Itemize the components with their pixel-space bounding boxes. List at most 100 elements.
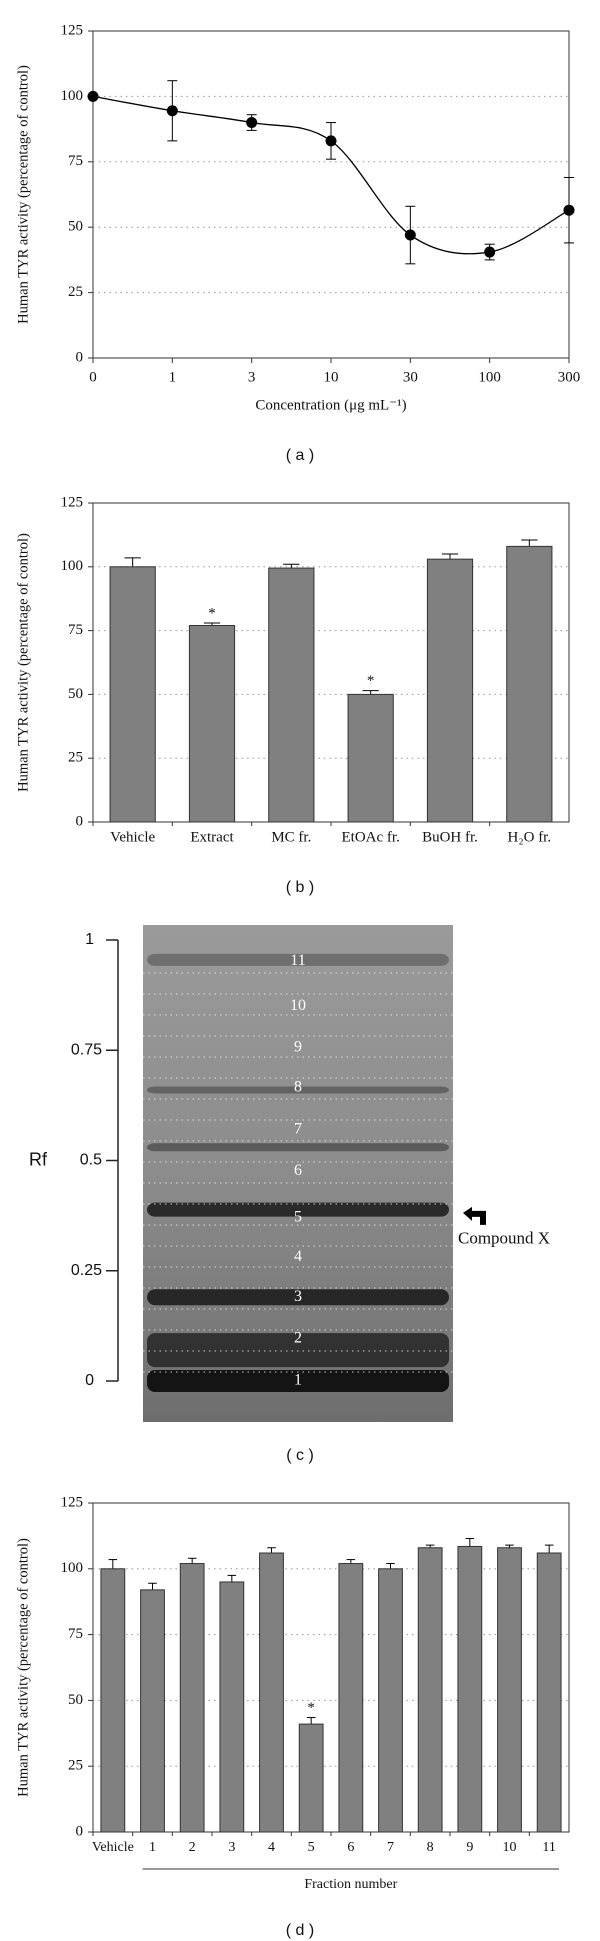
x-tick-label: 2 bbox=[189, 1840, 196, 1855]
bar bbox=[140, 1589, 165, 1833]
line bbox=[92, 95, 570, 255]
bar bbox=[457, 1545, 483, 1833]
y-tick-label: 50 bbox=[68, 219, 83, 235]
bar bbox=[378, 1568, 403, 1833]
x-tick-label: Extract bbox=[190, 829, 234, 845]
bar bbox=[219, 1581, 245, 1833]
y-tick-label: 25 bbox=[68, 1758, 83, 1774]
x-tick-label: BuOH fr. bbox=[422, 829, 478, 845]
y-tick-label: 100 bbox=[61, 88, 84, 104]
x-tick-label: 0 bbox=[89, 369, 97, 385]
bar bbox=[268, 567, 315, 823]
band-label: 9 bbox=[294, 1039, 302, 1056]
x-tick-label: EtOAc fr. bbox=[342, 829, 400, 845]
y-tick-label: 75 bbox=[68, 622, 83, 638]
tlc-spot bbox=[147, 1086, 449, 1094]
rf-tick-label: 1 bbox=[85, 931, 94, 948]
y-tick-label: 125 bbox=[61, 494, 84, 510]
y-axis-label: Human TYR activity (percentage of contro… bbox=[15, 65, 31, 324]
x-tick-label: 6 bbox=[347, 1840, 354, 1855]
point bbox=[246, 117, 258, 129]
band-label: 3 bbox=[294, 1288, 302, 1305]
bar bbox=[536, 1552, 562, 1833]
x-tick-label: 11 bbox=[542, 1840, 555, 1855]
panel-caption: ( c ) bbox=[286, 1447, 314, 1464]
band-label: 11 bbox=[290, 952, 305, 969]
band-label: 1 bbox=[294, 1372, 302, 1389]
bar bbox=[417, 1547, 443, 1833]
x-axis-label: Concentration (μg mL⁻¹) bbox=[255, 397, 406, 413]
x-tick-label: 10 bbox=[324, 369, 339, 385]
point bbox=[325, 135, 337, 147]
x-tick-label: 30 bbox=[403, 369, 418, 385]
bar bbox=[506, 545, 553, 823]
x-tick-label: 5 bbox=[308, 1840, 315, 1855]
y-tick-label: 100 bbox=[61, 558, 84, 574]
bar bbox=[179, 1563, 205, 1833]
x-tick-label: 300 bbox=[558, 369, 581, 385]
x-tick-label: 8 bbox=[427, 1840, 434, 1855]
tlc-spot bbox=[147, 1370, 449, 1392]
bar bbox=[347, 693, 394, 823]
bar bbox=[259, 1552, 284, 1833]
panel-caption: ( b ) bbox=[286, 879, 314, 896]
band-label: 6 bbox=[294, 1162, 302, 1179]
y-tick-label: 100 bbox=[61, 1560, 84, 1576]
y-tick-label: 125 bbox=[61, 22, 84, 38]
rf-tick-label: 0 bbox=[85, 1372, 94, 1389]
plot-frame bbox=[92, 30, 570, 359]
band-label: 7 bbox=[294, 1120, 302, 1137]
x-tick-label: 1 bbox=[169, 369, 177, 385]
point bbox=[166, 105, 178, 117]
tlc-spot bbox=[147, 1143, 449, 1152]
rf-axis-label: Rf bbox=[29, 1149, 48, 1169]
y-axis-label: Human TYR activity (percentage of contro… bbox=[15, 1538, 31, 1797]
band-label: 8 bbox=[294, 1078, 302, 1095]
bar bbox=[109, 566, 156, 823]
significance-marker: * bbox=[367, 673, 375, 689]
significance-marker: * bbox=[307, 1700, 315, 1716]
x-tick-label: 3 bbox=[248, 369, 256, 385]
x-tick-label: Vehicle bbox=[92, 1840, 134, 1855]
y-tick-label: 75 bbox=[68, 1626, 83, 1642]
point bbox=[87, 90, 99, 102]
panel-caption: ( a ) bbox=[286, 447, 314, 464]
rf-tick-label: 0.5 bbox=[80, 1152, 102, 1169]
x-tick-label: 4 bbox=[268, 1840, 275, 1855]
annotation-arrow bbox=[463, 1206, 486, 1225]
significance-marker: * bbox=[208, 605, 216, 621]
x-tick-label: MC fr. bbox=[271, 829, 311, 845]
x-tick-label: 100 bbox=[478, 369, 501, 385]
band-label: 2 bbox=[294, 1329, 302, 1346]
bar bbox=[426, 558, 474, 823]
y-tick-label: 125 bbox=[61, 1494, 84, 1510]
band-label: 4 bbox=[294, 1248, 302, 1265]
y-tick-label: 25 bbox=[68, 284, 83, 300]
rf-tick-label: 0.25 bbox=[71, 1262, 102, 1279]
point bbox=[404, 229, 416, 241]
x-tick-label: H₂O fr. bbox=[508, 829, 552, 845]
x-axis-label: Fraction number bbox=[304, 1877, 397, 1892]
x-tick-label: 7 bbox=[387, 1840, 394, 1855]
tlc-spot bbox=[147, 953, 449, 966]
x-tick-label: 9 bbox=[466, 1840, 473, 1855]
point bbox=[484, 246, 496, 258]
band-label: 5 bbox=[294, 1209, 302, 1226]
y-tick-label: 25 bbox=[68, 750, 83, 766]
tlc-spot bbox=[147, 1289, 449, 1306]
x-tick-label: 1 bbox=[149, 1840, 156, 1855]
x-tick-label: Vehicle bbox=[110, 829, 155, 845]
bar bbox=[298, 1723, 324, 1833]
bar bbox=[497, 1547, 522, 1833]
y-tick-label: 0 bbox=[76, 1823, 84, 1839]
bar bbox=[100, 1568, 126, 1833]
plot-frame bbox=[92, 502, 570, 823]
band-label: 10 bbox=[290, 997, 306, 1014]
y-tick-label: 50 bbox=[68, 1692, 83, 1708]
bar bbox=[338, 1563, 364, 1833]
bar bbox=[188, 624, 236, 823]
y-axis-label: Human TYR activity (percentage of contro… bbox=[15, 533, 31, 792]
annotation: Compound X bbox=[458, 1229, 550, 1248]
panel-caption: ( d ) bbox=[286, 1922, 314, 1939]
